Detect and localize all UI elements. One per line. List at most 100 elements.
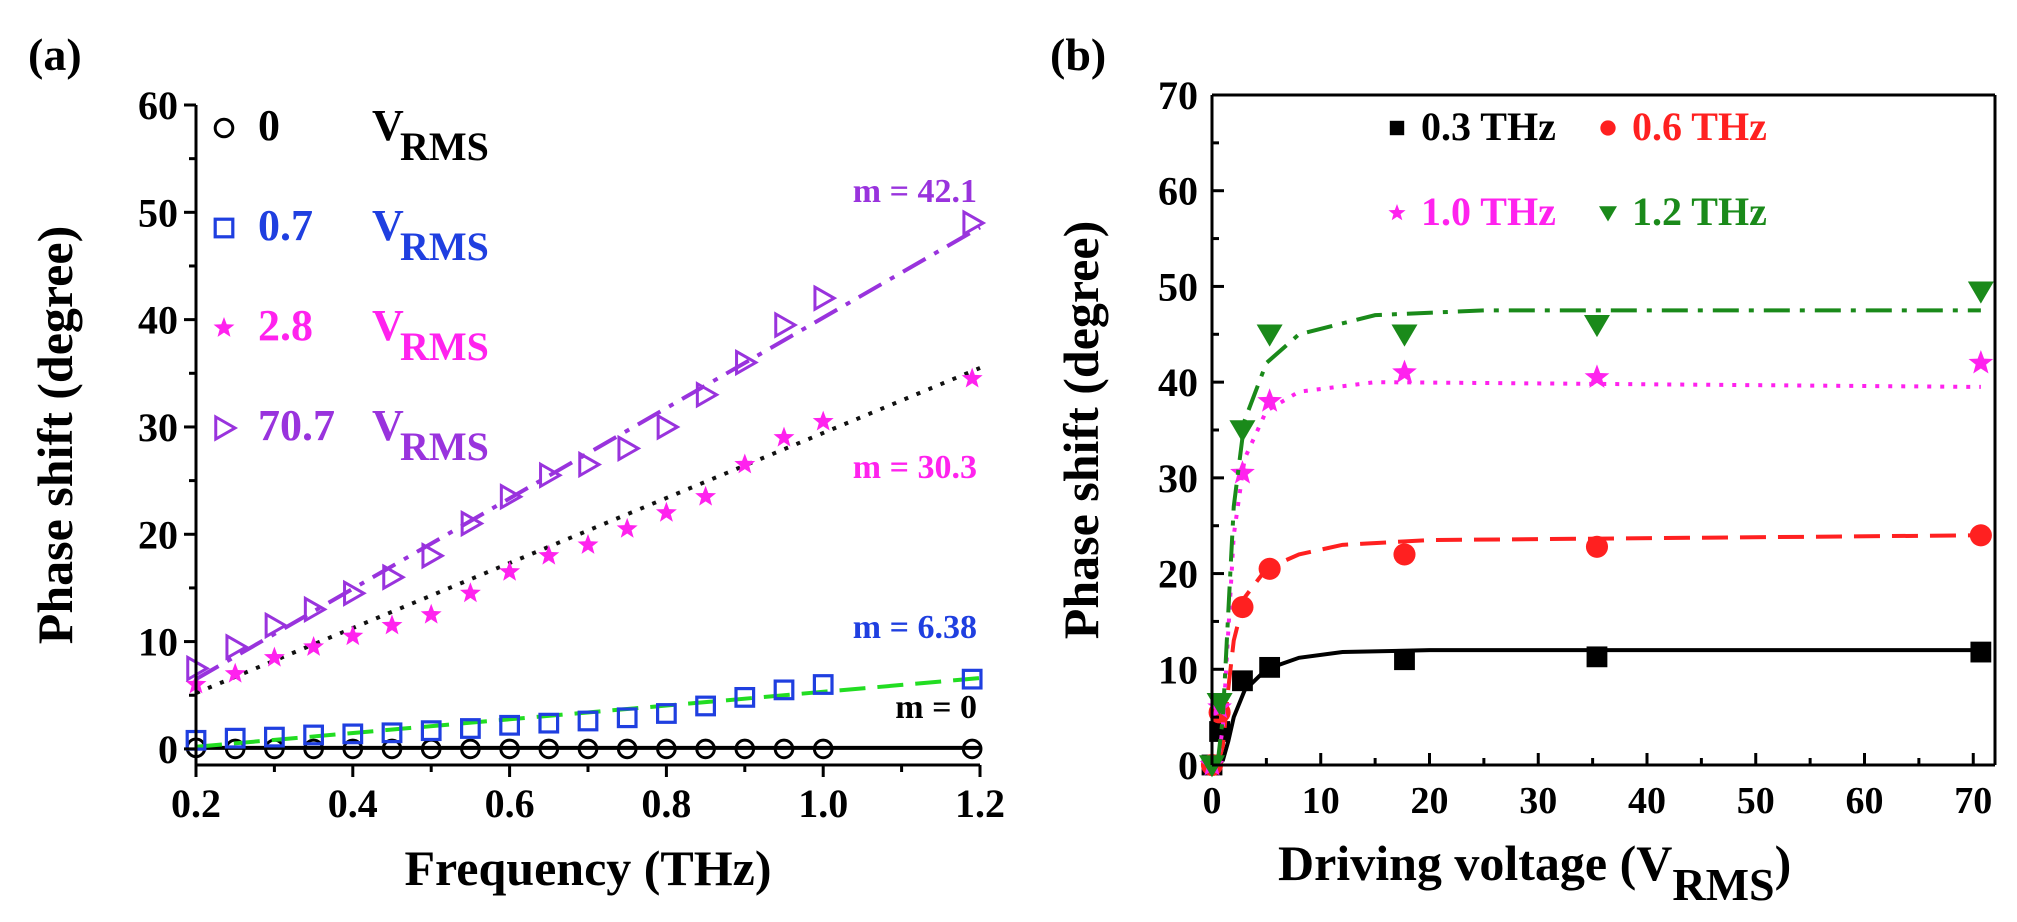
y-tick-label-b-0: 0 [1178,743,1198,788]
data-point-a-1-14 [734,686,756,708]
data-point-b-3-6 [1967,281,1994,304]
annotation-a-3: m = 42.1 [853,173,977,210]
data-point-a-1-1 [224,727,246,749]
data-point-a-2-6 [420,603,442,624]
x-tick-label-a-5: 1.2 [955,781,1005,826]
data-point-a-3-3 [303,595,328,623]
data-point-a-0-3 [303,738,324,760]
data-point-b-3-2 [1229,420,1256,443]
data-point-b-2-4 [1392,359,1417,384]
data-point-b-1-3 [1258,557,1281,580]
panel-label-a: (a) [28,29,82,80]
data-point-a-2-17 [961,367,983,388]
legend-unit-a-3: V [372,401,404,450]
data-point-a-2-10 [577,534,599,554]
data-point-a-0-13 [695,738,716,760]
y-tick-label-b-1: 10 [1158,647,1198,692]
data-point-b-0-2 [1232,670,1253,692]
data-point-a-3-5 [382,563,407,591]
legend-value-a-3: 70.7 [258,401,335,450]
legend-value-a-0: 0 [258,101,280,150]
legend-marker-b-3 [1599,206,1617,222]
data-point-a-2-1 [224,662,246,683]
data-point-a-3-11 [617,434,642,462]
x-axis-label-close-b: ) [1775,835,1792,891]
data-point-a-3-2 [264,611,289,640]
data-point-a-3-7 [460,509,485,538]
legend-marker-b-2 [1388,204,1406,221]
legend-marker-a-2 [213,317,235,337]
data-point-a-2-12 [655,501,677,522]
data-point-a-0-11 [616,738,638,760]
data-point-a-1-5 [381,722,403,744]
data-point-b-1-6 [1969,524,1992,547]
data-point-a-1-6 [420,720,442,742]
x-axis-label-main-b: Driving voltage (V [1278,835,1672,891]
x-tick-label-b-0: 0 [1203,780,1222,822]
annotation-a-2: m = 30.3 [853,449,977,486]
y-tick-label-a-6: 60 [138,83,178,128]
data-point-a-1-9 [538,712,560,734]
legend-label-b-3: 1.2 THz [1632,189,1767,234]
chart-panel-a: m = 0 m = 6.38 m = 30.3 m = 42.1 0.2 0.4 0.6 0.… [27,83,1005,896]
data-point-a-3-15 [774,311,799,339]
data-point-a-2-4 [342,625,364,646]
y-tick-label-b-7: 70 [1158,73,1198,118]
data-point-b-2-3 [1257,388,1283,412]
x-tick-label-a-0: 0.2 [171,781,221,826]
legend-label-b-1: 0.6 THz [1632,104,1767,149]
y-axis-label-b: Phase shift (degree) [1053,221,1109,639]
legend-marker-a-0 [213,117,235,139]
data-point-a-0-12 [656,738,677,760]
data-point-a-3-17 [962,209,987,237]
x-tick-label-b-2: 20 [1411,780,1449,822]
data-point-a-2-14 [734,453,756,474]
data-point-a-2-16 [812,410,834,431]
data-point-a-1-8 [499,714,520,736]
y-tick-label-a-2: 20 [138,512,178,557]
data-point-b-1-5 [1585,535,1609,558]
data-point-b-1-4 [1393,543,1416,566]
data-point-a-0-15 [773,738,795,760]
y-tick-label-a-4: 40 [138,298,178,343]
data-point-a-1-15 [773,679,795,701]
legend-label-b-2: 1.0 THz [1421,189,1556,234]
panel-label-b: (b) [1050,29,1106,80]
x-axis-label-sub-b: RMS [1672,859,1774,910]
legend-unit-a-1: V [372,201,404,250]
data-point-a-1-13 [695,695,716,717]
x-tick-label-b-7: 70 [1954,780,1992,822]
y-tick-label-b-2: 20 [1158,552,1198,597]
y-axis-label-a: Phase shift (degree) [27,226,83,644]
data-point-b-2-5 [1584,364,1610,388]
x-tick-label-a-2: 0.6 [485,781,535,826]
legend-unit-a-2: V [372,301,404,350]
data-point-b-0-3 [1259,656,1281,678]
x-tick-label-b-3: 30 [1519,780,1557,822]
y-tick-label-a-5: 50 [138,190,178,235]
chart-panel-b: 0 10 20 30 40 50 60 70 0 10 20 30 40 50 60 70 Driving vo… [1053,73,1997,910]
legend-unit-sub-a-2: RMS [400,324,489,369]
data-point-a-0-10 [577,738,599,760]
data-point-a-0-17 [961,738,983,760]
data-point-a-1-11 [616,707,638,729]
annotation-a-0: m = 0 [895,689,977,726]
data-point-a-1-17 [961,668,983,690]
data-point-a-3-4 [343,579,367,607]
x-tick-label-b-6: 60 [1846,780,1884,822]
data-point-a-1-2 [264,726,285,748]
y-tick-label-a-0: 0 [158,727,178,772]
data-point-a-1-10 [577,710,599,732]
data-point-a-2-9 [538,544,560,565]
legend-unit-sub-a-3: RMS [400,424,489,469]
y-tick-label-b-4: 40 [1158,360,1198,405]
data-point-b-2-6 [1968,350,1994,374]
data-point-a-3-12 [656,413,681,441]
legend-marker-b-0 [1389,120,1405,136]
data-point-a-3-6 [421,542,446,570]
x-axis-label-a: Frequency (THz) [404,840,771,896]
legend-label-b-0: 0.3 THz [1421,104,1556,149]
data-point-b-2-2 [1230,460,1255,484]
y-tick-label-b-5: 50 [1158,264,1198,309]
